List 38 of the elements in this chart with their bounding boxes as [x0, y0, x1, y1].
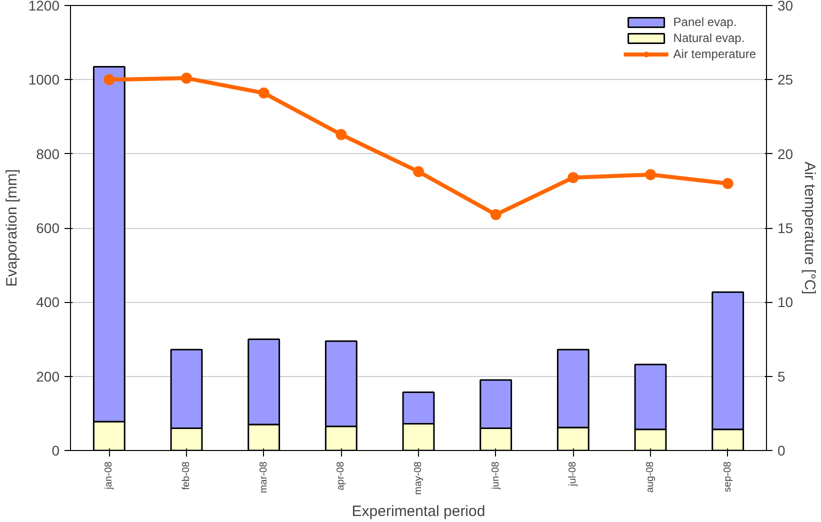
- y2-tick-label: 25: [778, 72, 794, 88]
- y2-tick-label: 5: [778, 368, 786, 384]
- point: [568, 172, 579, 184]
- legend-label: Panel evap.: [673, 15, 737, 29]
- y-tick-label: 1200: [28, 0, 60, 14]
- x-tick-label: feb-08: [181, 461, 192, 490]
- point: [722, 178, 734, 189]
- x-tick-label: apr-08: [336, 461, 347, 490]
- y-tick-label: 200: [36, 368, 60, 384]
- x-axis-title: Experimental period: [352, 502, 486, 520]
- x-tick-label: jun-08: [490, 461, 502, 490]
- y-tick-label: 0: [52, 442, 60, 458]
- y2-tick-label: 20: [778, 146, 794, 162]
- x-tick-label: aug-08: [645, 461, 656, 493]
- y2-tick-label: 30: [778, 0, 794, 14]
- y2-tick-label: 0: [778, 442, 786, 458]
- y-tick-label: 600: [36, 220, 60, 236]
- x-tick-label: mar-08: [258, 461, 270, 494]
- y-tick-label: 800: [36, 146, 60, 162]
- x-tick-label: may-08: [413, 461, 424, 495]
- point: [413, 166, 424, 178]
- legend-label: Natural evap.: [673, 31, 745, 45]
- point: [336, 129, 347, 140]
- y2-axis-title: Air temperature [°C]: [801, 162, 818, 294]
- y-tick-label: 1000: [28, 72, 60, 88]
- point: [104, 74, 115, 86]
- y-tick-label: 400: [36, 294, 60, 310]
- point: [181, 72, 192, 84]
- point: [258, 88, 270, 99]
- x-tick-label: jul-08: [568, 461, 579, 487]
- y2-tick-label: 10: [778, 294, 794, 310]
- x-tick-label: jan-08: [104, 461, 115, 490]
- y2-tick-label: 15: [778, 220, 794, 236]
- y-axis-title: Evaporation [mm]: [3, 169, 20, 287]
- point: [645, 169, 656, 180]
- legend-label: Air temperature: [673, 47, 756, 61]
- x-tick-label: sep-08: [722, 461, 734, 492]
- point: [490, 209, 502, 220]
